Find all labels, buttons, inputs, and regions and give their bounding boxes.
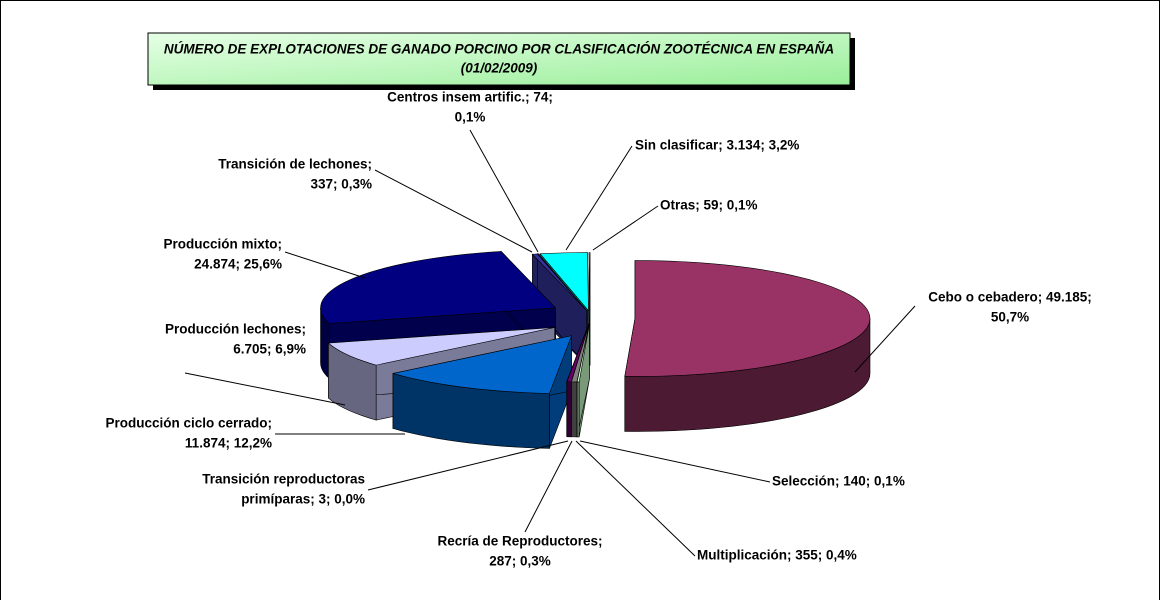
data-label: 24.874; 25,6% <box>194 257 282 272</box>
leader-line <box>184 372 346 406</box>
data-label: 50,7% <box>991 310 1029 325</box>
slice <box>624 260 871 377</box>
data-label: Cebo o cebadero; 49.185; <box>928 290 1092 305</box>
data-label: Sin clasificar; 3.134; 3,2% <box>635 138 799 153</box>
slice <box>392 335 573 394</box>
slice <box>531 253 587 367</box>
leader-line <box>565 145 633 251</box>
slice <box>327 327 555 366</box>
leader-line <box>524 440 573 533</box>
chart-title: NÚMERO DE EXPLOTACIONES DE GANADO PORCIN… <box>164 42 834 57</box>
data-label: 11.874; 12,2% <box>185 436 272 451</box>
slice <box>624 260 871 432</box>
data-label: Otras; 59; 0,1% <box>660 198 758 213</box>
slice-wall <box>571 381 578 438</box>
leader-line <box>367 440 569 491</box>
data-label: Transición reproductoras <box>202 472 365 487</box>
slice <box>392 335 573 449</box>
data-label: 337; 0,3% <box>310 177 372 192</box>
slice <box>531 253 587 311</box>
slice-wall <box>576 381 580 438</box>
chart-subtitle: (01/02/2009) <box>461 61 538 76</box>
slice <box>539 252 589 312</box>
slice-wall <box>566 381 572 438</box>
slice <box>320 251 557 324</box>
data-label: 0,1% <box>455 110 486 125</box>
leader-line <box>575 440 696 557</box>
leader-line <box>374 169 533 253</box>
data-label: 287; 0,3% <box>489 554 551 569</box>
leader-line <box>284 251 366 279</box>
leader-line <box>592 205 659 251</box>
data-label: Producción mixto; <box>163 237 282 252</box>
title-box <box>147 32 851 86</box>
leader-line <box>469 129 539 253</box>
leader-line <box>854 305 916 373</box>
leader-line <box>579 440 771 483</box>
data-label: Transición de lechones; <box>218 157 372 172</box>
pie <box>320 250 871 449</box>
slice <box>576 323 590 383</box>
slice <box>588 252 591 366</box>
data-label: Producción ciclo cerrado; <box>105 416 272 431</box>
data-label: Centros insem artific.; 74; <box>387 90 553 105</box>
data-label: Multiplicación; 355; 0,4% <box>697 548 857 563</box>
slice <box>588 252 591 311</box>
slice <box>576 323 590 438</box>
data-label: Producción lechones; <box>165 322 306 337</box>
data-label: primíparas; 3; 0,0% <box>241 492 365 507</box>
data-label: Recría de Reproductores; <box>437 534 602 549</box>
data-label: 6.705; 6,9% <box>233 342 306 357</box>
data-label: Selección; 140; 0,1% <box>772 474 905 489</box>
labels: Cebo o cebadero; 49.185; 50,7% Selección; … <box>105 90 1091 569</box>
